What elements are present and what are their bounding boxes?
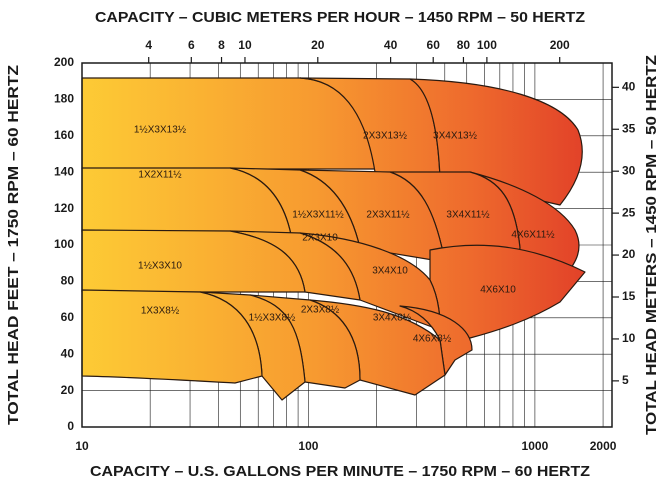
region-shape bbox=[81, 77, 376, 170]
y-tick-label: 200 bbox=[54, 55, 74, 69]
x2-tick-label: 80 bbox=[457, 38, 471, 52]
y-tick-label: 80 bbox=[61, 274, 75, 288]
y2-tick-label: 35 bbox=[622, 121, 636, 135]
region-label: 1X3X8½ bbox=[141, 306, 180, 317]
region-label: 2X3X8½ bbox=[301, 305, 340, 316]
region-label: 2X3X13½ bbox=[363, 131, 408, 142]
x2-tick-label: 20 bbox=[311, 38, 325, 52]
x2-tick-label: 200 bbox=[550, 38, 570, 52]
region-label: 1½X3X8½ bbox=[249, 313, 296, 324]
x2-tick-label: 8 bbox=[218, 38, 225, 52]
y2-tick-label: 20 bbox=[622, 247, 636, 261]
y-tick-label: 120 bbox=[54, 201, 74, 215]
region-label: 1½X3X11½ bbox=[292, 210, 344, 221]
left-axis-title: TOTAL HEAD FEET – 1750 RPM – 60 HERTZ bbox=[5, 65, 22, 425]
x2-tick-label: 60 bbox=[427, 38, 441, 52]
top-axis-title: CAPACITY – CUBIC METERS PER HOUR – 1450 … bbox=[95, 9, 585, 26]
x-tick-label: 100 bbox=[298, 439, 318, 453]
right-axis-title: TOTAL HEAD METERS – 1450 RPM – 50 HERTZ bbox=[643, 55, 660, 435]
x-tick-label: 2000 bbox=[590, 439, 617, 453]
region-label: 1½X3X13½ bbox=[134, 125, 187, 136]
x2-tick-label: 40 bbox=[384, 38, 398, 52]
region-label: 1½X3X10 bbox=[138, 261, 182, 272]
region-label: 3X4X11½ bbox=[446, 210, 490, 221]
regions bbox=[81, 77, 586, 401]
region-label: 3X4X8½ bbox=[373, 313, 412, 324]
x2-tick-label: 6 bbox=[188, 38, 195, 52]
region-shape bbox=[81, 289, 263, 384]
x2-tick-label: 10 bbox=[238, 38, 252, 52]
region-label: 2X3X11½ bbox=[366, 210, 410, 221]
region-shape bbox=[81, 229, 306, 293]
y2-tick-label: 10 bbox=[622, 331, 636, 345]
y-tick-label: 60 bbox=[61, 310, 75, 324]
x-tick-label: 1000 bbox=[522, 439, 549, 453]
y2-tick-label: 25 bbox=[622, 205, 636, 219]
y-tick-label: 0 bbox=[67, 419, 74, 433]
y2-tick-label: 30 bbox=[622, 163, 636, 177]
y-tick-label: 40 bbox=[61, 346, 75, 360]
y2-tick-label: 40 bbox=[622, 79, 636, 93]
x2-tick-label: 100 bbox=[477, 38, 497, 52]
region-label: 4X6X8½ bbox=[413, 334, 452, 345]
y2-tick-label: 15 bbox=[622, 289, 636, 303]
region-label: 2X3X10 bbox=[302, 233, 338, 244]
region-label: 4X6X11½ bbox=[511, 230, 555, 241]
y-tick-label: 100 bbox=[54, 237, 74, 251]
y-tick-label: 160 bbox=[54, 128, 74, 142]
region-label: 3X4X10 bbox=[372, 266, 408, 277]
region-label: 1X2X11½ bbox=[138, 170, 182, 181]
x-tick-label: 10 bbox=[75, 439, 89, 453]
region-shape bbox=[399, 305, 473, 376]
y-tick-label: 180 bbox=[54, 92, 74, 106]
y2-tick-label: 5 bbox=[622, 373, 629, 387]
x2-tick-label: 4 bbox=[145, 38, 152, 52]
bottom-axis-title: CAPACITY – U.S. GALLONS PER MINUTE – 175… bbox=[90, 463, 590, 480]
region-label: 3X4X13½ bbox=[433, 131, 478, 142]
y-tick-label: 20 bbox=[61, 383, 75, 397]
y-tick-label: 140 bbox=[54, 164, 74, 178]
region-label: 4X6X10 bbox=[480, 285, 516, 296]
plot-frame bbox=[81, 62, 613, 428]
